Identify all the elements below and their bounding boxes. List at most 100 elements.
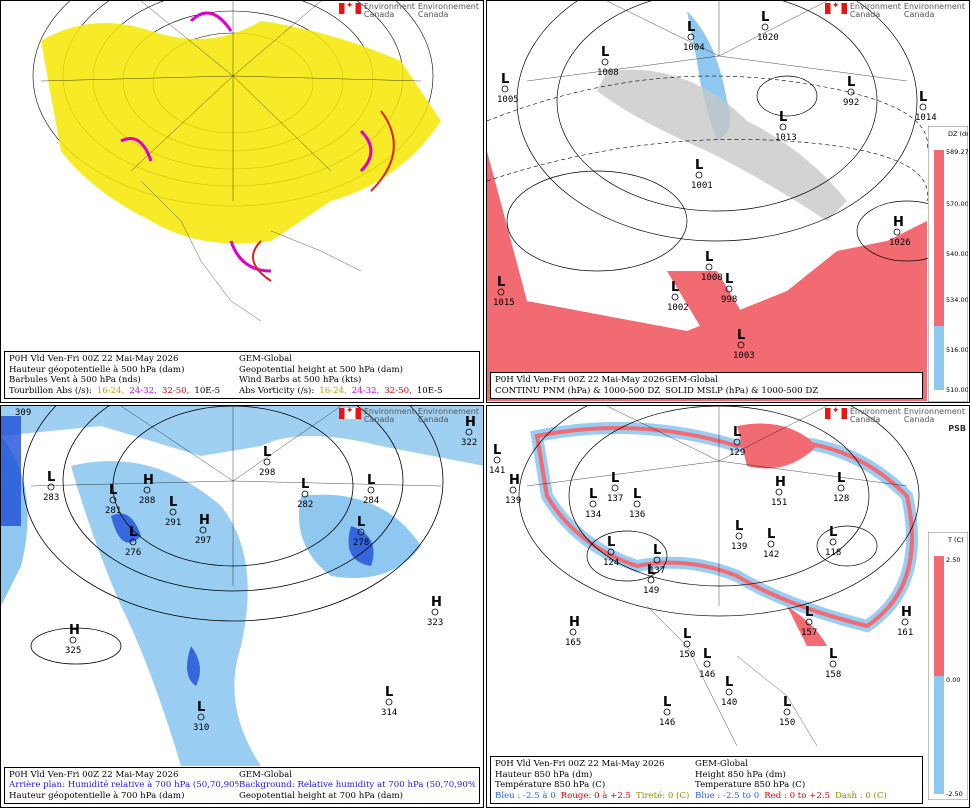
low-marker: L: [263, 445, 271, 460]
legend-item: 32-50,: [384, 385, 412, 396]
low-marker: L: [767, 527, 775, 542]
caption-line: Background: Relative humidity at 700 hPa…: [239, 780, 475, 791]
centre-dot-icon: [779, 123, 787, 131]
pressure-centre: L 118: [825, 525, 841, 558]
high-marker: H: [69, 623, 80, 638]
low-marker: L: [847, 75, 855, 90]
pressure-centre: L 1005: [497, 72, 519, 105]
pressure-centre: H 323: [427, 595, 443, 628]
legend-item: Red : 0 to +2.5: [764, 790, 831, 801]
pressure-centre: L 137: [607, 471, 623, 504]
centre-value: 284: [363, 496, 379, 506]
centre-value: 139: [505, 496, 521, 506]
caption-line: Arrière plan: Humidité relative à 700 hP…: [9, 780, 239, 791]
pressure-centre: H 288: [139, 473, 155, 506]
pressure-centre: H 139: [505, 473, 521, 506]
centre-value: 276: [125, 548, 141, 558]
centre-value: 124: [603, 558, 619, 568]
centre-dot-icon: [901, 618, 909, 626]
pressure-centre: H 322: [461, 415, 477, 448]
centre-dot-icon: [509, 486, 517, 494]
pressure-centre: H 325: [65, 623, 81, 656]
pressure-centre: H 297: [195, 513, 211, 546]
centre-dot-icon: [357, 528, 365, 536]
agency-name-en: Environment: [363, 407, 415, 416]
agency-name-fr: Environnement: [417, 407, 479, 416]
pressure-centre: L 298: [259, 445, 275, 478]
pressure-centre: L 1020: [757, 10, 779, 43]
colorbar-temperature: T (C) 2.50 0.00 -2.50: [928, 532, 968, 800]
colorbar-tick: 510.00: [946, 386, 968, 394]
centre-dot-icon: [501, 85, 509, 93]
agency-name-en: Environment: [849, 407, 901, 416]
pressure-centre: L 128: [833, 471, 849, 504]
low-marker: L: [633, 487, 641, 502]
pressure-centre: L 310: [193, 700, 209, 733]
low-marker: L: [671, 280, 679, 295]
pressure-centre: H 161: [897, 605, 913, 638]
canada-flag-icon: [338, 407, 361, 419]
centre-value: 1026: [889, 238, 911, 248]
low-marker: L: [779, 110, 787, 125]
low-marker: L: [725, 675, 733, 690]
corner-label: PSB: [948, 424, 966, 433]
centre-dot-icon: [695, 171, 703, 179]
centre-dot-icon: [199, 526, 207, 534]
high-marker: H: [143, 473, 154, 488]
high-marker: H: [509, 473, 520, 488]
pressure-centre: L 1008: [701, 250, 723, 283]
canada-flag-icon: [824, 407, 847, 419]
legend-item: Rouge: 0 à +2.5: [560, 790, 631, 801]
map-mslp: [487, 1, 958, 401]
pressure-centre: L 134: [585, 487, 601, 520]
caption-mslp: P0H Vld Ven-Fri 00Z 22 Mai-May 2026 CONT…: [490, 372, 923, 399]
legend-item: Tireté: 0 (C): [636, 790, 690, 801]
centre-value: 150: [679, 650, 695, 660]
legend-item: Dash : 0 (C): [835, 790, 887, 801]
legend-row-fr: Tourbillon Abs (/s): 16-24, 24-32, 32-50, 10…: [9, 386, 239, 396]
centre-dot-icon: [589, 500, 597, 508]
low-marker: L: [589, 487, 597, 502]
centre-dot-icon: [611, 484, 619, 492]
caption-line: P0H Vld Ven-Fri 00Z 22 Mai-May 2026: [9, 354, 179, 365]
centre-value: 158: [825, 670, 841, 680]
caption-line: Hauteur géopotentielle à 700 hPa (dam): [9, 790, 185, 801]
agency-name-fr: Environnement: [903, 407, 965, 416]
agency-country-en: Canada: [363, 10, 395, 19]
centre-value: 134: [585, 510, 601, 520]
centre-dot-icon: [633, 500, 641, 508]
map-vorticity: [32, 1, 441, 322]
agency-country-fr: Canada: [903, 10, 935, 19]
centre-dot-icon: [493, 456, 501, 464]
centre-value: 297: [195, 536, 211, 546]
caption-line: Température 850 hPa (C): [495, 780, 606, 791]
caption-line: Barbules Vent à 500 hPa (nds): [9, 375, 141, 386]
caption-line: GEM-Global: [695, 759, 749, 770]
pressure-centre: H 165: [565, 615, 581, 648]
high-marker: H: [465, 415, 476, 430]
low-marker: L: [601, 45, 609, 60]
centre-value: 310: [193, 723, 209, 733]
pressure-centre: L 149: [643, 563, 659, 596]
low-marker: L: [735, 519, 743, 534]
high-marker: H: [431, 595, 442, 610]
centre-dot-icon: [919, 103, 927, 111]
panel-700hpa-humidity: L 283 L 281 H 288 L 291 L 276 L 298 H 297 L 282 L 278 L 284…: [0, 405, 484, 808]
centre-value: 278: [353, 538, 369, 548]
legend-item: 16-24,: [96, 385, 125, 396]
legend-item: 10E-5: [416, 385, 443, 396]
pressure-centre: L 1003: [733, 328, 755, 361]
centre-dot-icon: [687, 33, 695, 41]
centre-value: 1014: [915, 113, 937, 123]
centre-value: 325: [65, 646, 81, 656]
agency-country-en: Canada: [849, 10, 881, 19]
centre-value: 1003: [733, 351, 755, 361]
panel-mslp-thickness: H 1026 L 1014 L 992 L 1015 L 998 L 1003 L 1005 L 1008 L 1…: [486, 0, 970, 403]
map-temperature: [518, 406, 920, 747]
pressure-centre: L 281: [105, 483, 121, 516]
pressure-centre: L 282: [297, 477, 313, 510]
centre-value: 140: [721, 698, 737, 708]
